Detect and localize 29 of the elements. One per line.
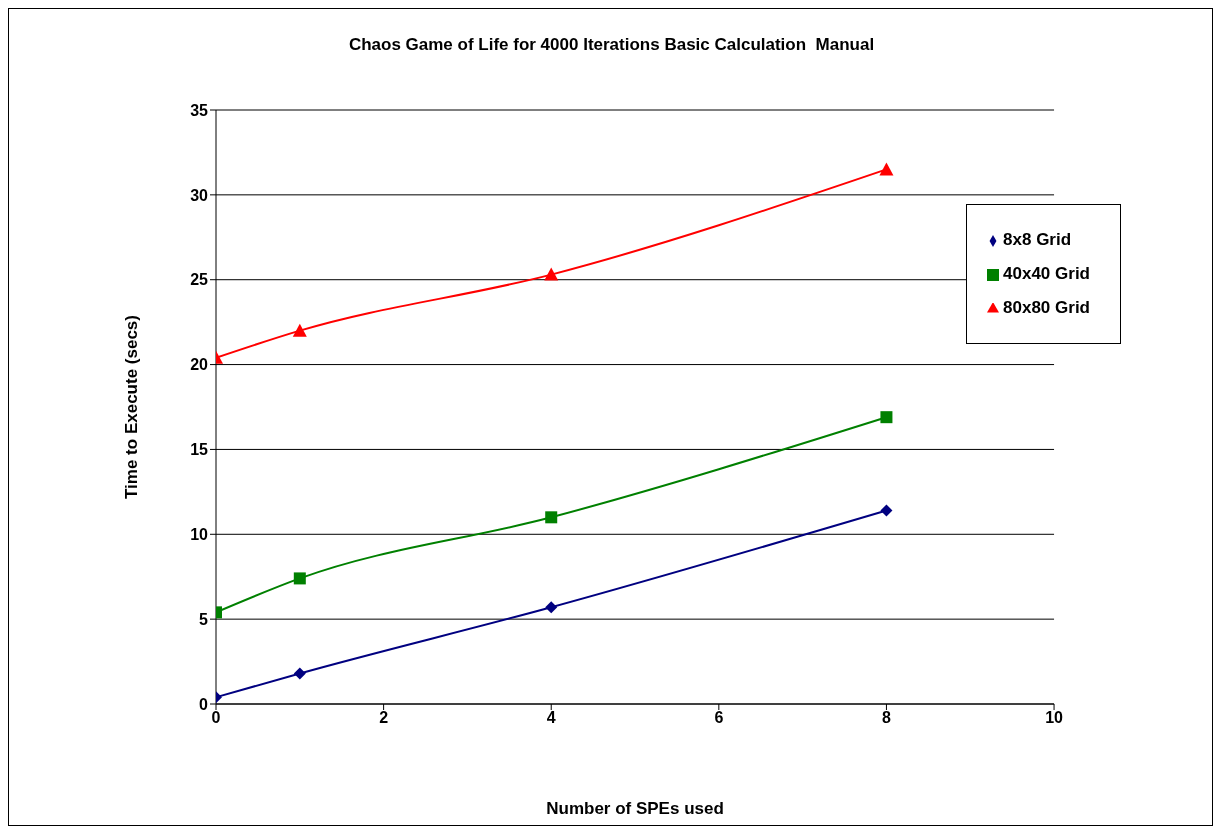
point	[545, 601, 558, 614]
x-tick-label: 2	[379, 709, 389, 727]
legend-label: 40x40 Grid	[1003, 264, 1090, 283]
x-tick-label: 4	[546, 709, 556, 727]
y-tick-label: 10	[190, 525, 209, 543]
y-axis-title: Time to Execute (secs)	[122, 315, 142, 499]
point	[292, 323, 307, 337]
y-tick-label: 15	[190, 441, 209, 459]
chart-title: Chaos Game of Life for 4000 Iterations Basic Calculation Manual	[347, 35, 876, 55]
x-axis-title: Number of SPEs used	[546, 799, 724, 818]
legend-label: 80x80 Grid	[1003, 298, 1090, 317]
x-tick-label: 8	[881, 709, 891, 727]
y-tick-label: 0	[199, 695, 209, 713]
y-tick-label: 5	[199, 610, 209, 628]
y-tick-label: 20	[190, 356, 209, 374]
legend-label: 8x8 Grid	[1003, 230, 1072, 249]
point	[880, 504, 893, 517]
x-tick-label: 0	[211, 709, 221, 727]
point	[880, 411, 893, 424]
point	[879, 162, 894, 176]
point	[293, 572, 306, 585]
x-tick-label: 6	[714, 709, 724, 727]
point	[293, 667, 306, 680]
x-tick-label: 10	[1045, 709, 1064, 727]
y-tick-label: 35	[190, 101, 209, 119]
y-tick-label: 30	[190, 186, 209, 204]
point	[545, 511, 558, 524]
point	[544, 267, 559, 281]
y-tick-label: 25	[190, 271, 209, 289]
